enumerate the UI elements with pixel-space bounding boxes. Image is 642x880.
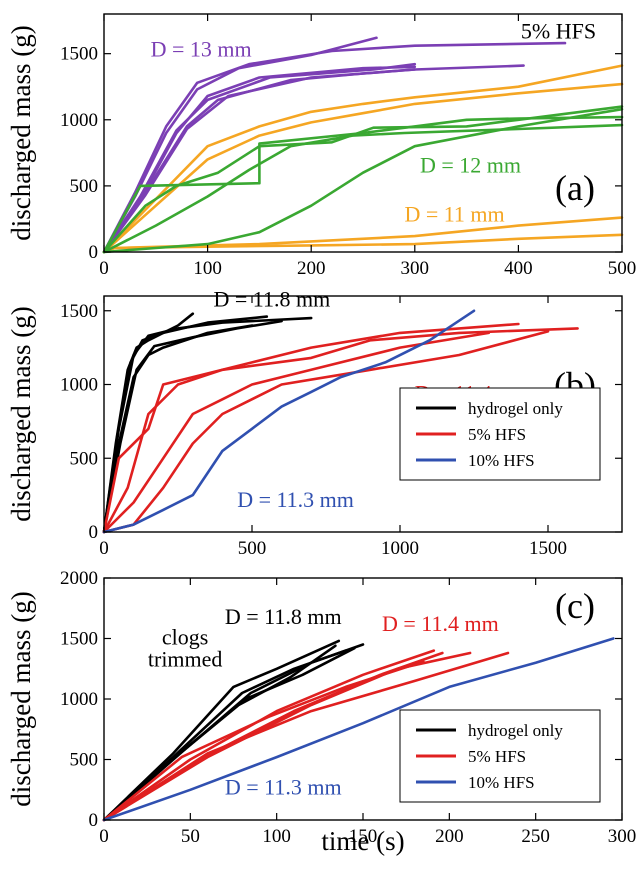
panel-c-x-tick-label-6: 300 — [608, 826, 637, 847]
panel-b-series-line-6 — [102, 327, 579, 534]
panel-b-chart: 0 500 1000 1500 0 500 1000 1500 discharged mass … — [6, 286, 623, 559]
panel-c-legend-label-0: hydrogel only — [468, 721, 563, 740]
panel-a-y-tick-label-1: 500 — [70, 176, 99, 197]
panel-c-y-tick-label-0: 0 — [89, 810, 99, 831]
panel-b-series-line-8 — [102, 330, 550, 534]
panel-a-annotation-3: D = 11 mm — [404, 202, 504, 227]
panel-a-y-tick-label-0: 0 — [89, 242, 99, 263]
panel-b-y-tick-label-0: 0 — [89, 522, 99, 543]
panel-c-annotation-1: D = 11.4 mm — [382, 611, 499, 636]
panel-c-y-tick-label-1: 500 — [70, 750, 99, 771]
panel-b-legend-label-1: 5% HFS — [468, 425, 526, 444]
panel-c-legend-label-2: 10% HFS — [468, 773, 535, 792]
panel-a-series-line-12 — [102, 123, 624, 254]
panel-a-y-tick-label-3: 1500 — [60, 44, 98, 65]
panel-b-y-axis-label: discharged mass (g) — [6, 306, 36, 521]
panel-a-annotation-1: D = 13 mm — [151, 36, 252, 61]
panel-c-series-line-5 — [102, 649, 436, 822]
panel-b-x-tick-label-3: 1500 — [529, 538, 567, 559]
panel-c-x-tick-label-5: 250 — [521, 826, 550, 847]
panel-a-series-line-13 — [102, 107, 624, 254]
panel-c-annotation-0: D = 11.8 mm — [225, 604, 342, 629]
panel-c-annotation-2: D = 11.3 mm — [225, 775, 342, 800]
panel-b-series-line-4 — [102, 319, 283, 534]
panel-a-y-tick-label-2: 1000 — [60, 110, 98, 131]
panel-b-x-tick-label-0: 0 — [99, 538, 109, 559]
panel-b-series-line-7 — [102, 331, 491, 534]
panel-b-legend-label-0: hydrogel only — [468, 399, 563, 418]
panel-c-series-line-0 — [102, 639, 341, 822]
panel-a-x-tick-label-4: 400 — [504, 258, 533, 279]
panel-a-annotation-2: D = 12 mm — [420, 153, 521, 178]
panel-c-x-axis-label: time (s) — [321, 826, 404, 856]
panel-c-x-tick-label-1: 50 — [181, 826, 200, 847]
panel-c-series-line-4 — [102, 644, 337, 822]
panel-c-x-tick-label-0: 0 — [99, 826, 109, 847]
panel-b-annotation-2: D = 11.3 mm — [237, 487, 354, 512]
panel-a-series-line-9 — [102, 216, 624, 254]
panel-c-legend-label-1: 5% HFS — [468, 747, 526, 766]
panel-b-annotation-0: D = 11.8 mm — [214, 286, 331, 311]
panel-a-series-line-8 — [102, 233, 624, 254]
panel-b-y-tick-label-2: 1000 — [60, 375, 98, 396]
panel-c-annotation-4: trimmed — [148, 646, 223, 671]
panel-a-y-axis-label: discharged mass (g) — [6, 25, 36, 240]
panel-a-x-tick-label-0: 0 — [99, 258, 109, 279]
panel-a-x-tick-label-5: 500 — [608, 258, 637, 279]
panel-a-series-line-7 — [102, 82, 624, 254]
panel-a-annotation-0: 5% HFS — [521, 18, 596, 43]
panel-c-y-tick-label-3: 1500 — [60, 629, 98, 650]
panel-a-x-tick-label-1: 100 — [193, 258, 222, 279]
panel-b-y-tick-label-3: 1500 — [60, 301, 98, 322]
panel-c-x-tick-label-3: 150 — [349, 826, 378, 847]
panel-a-series-line-1 — [102, 41, 567, 254]
panel-c-annotation-3: clogs — [162, 625, 208, 650]
panel-a-series-line-3 — [102, 62, 417, 254]
panel-b-series-line-5 — [102, 322, 520, 534]
panel-c-y-axis-label: discharged mass (g) — [6, 591, 36, 806]
panel-a-plot-frame — [103, 13, 623, 253]
panel-b-series-line-0 — [102, 312, 195, 534]
panel-b-plot-frame — [103, 295, 623, 533]
panel-c-series-line-10 — [102, 637, 615, 822]
panel-c-series-line-7 — [102, 651, 472, 822]
panel-c-x-tick-label-2: 100 — [262, 826, 291, 847]
panel-b-series-line-2 — [102, 316, 313, 534]
panel-a-x-tick-label-2: 200 — [297, 258, 326, 279]
panel-c-series-line-9 — [102, 660, 425, 822]
panel-a-series-line-5 — [102, 64, 525, 254]
panel-b-x-tick-label-1: 500 — [238, 538, 267, 559]
panel-b-legend-label-2: 10% HFS — [468, 451, 535, 470]
panel-c-x-tick-label-4: 200 — [435, 826, 464, 847]
panel-a-panel-label: (a) — [555, 168, 595, 208]
panel-c-series-line-8 — [102, 651, 510, 822]
panel-a-x-tick-label-3: 300 — [401, 258, 430, 279]
panel-a-series-line-6 — [102, 64, 624, 254]
panel-c-y-tick-label-2: 1000 — [60, 689, 98, 710]
panel-c-y-tick-label-4: 2000 — [60, 568, 98, 589]
panel-b-series-line-9 — [102, 309, 476, 534]
panel-b-series-line-3 — [102, 324, 254, 534]
panel-c-chart: 0 50 100 150 200 250 300 0 500 1000 1500 2000 discha… — [6, 568, 636, 856]
panel-a-chart: 0 100 200 300 400 500 0 500 1000 1500 discharged m… — [6, 13, 637, 279]
panel-b-y-tick-label-1: 500 — [70, 448, 99, 469]
panel-c-panel-label: (c) — [555, 586, 595, 626]
panel-b-x-tick-label-2: 1000 — [381, 538, 419, 559]
